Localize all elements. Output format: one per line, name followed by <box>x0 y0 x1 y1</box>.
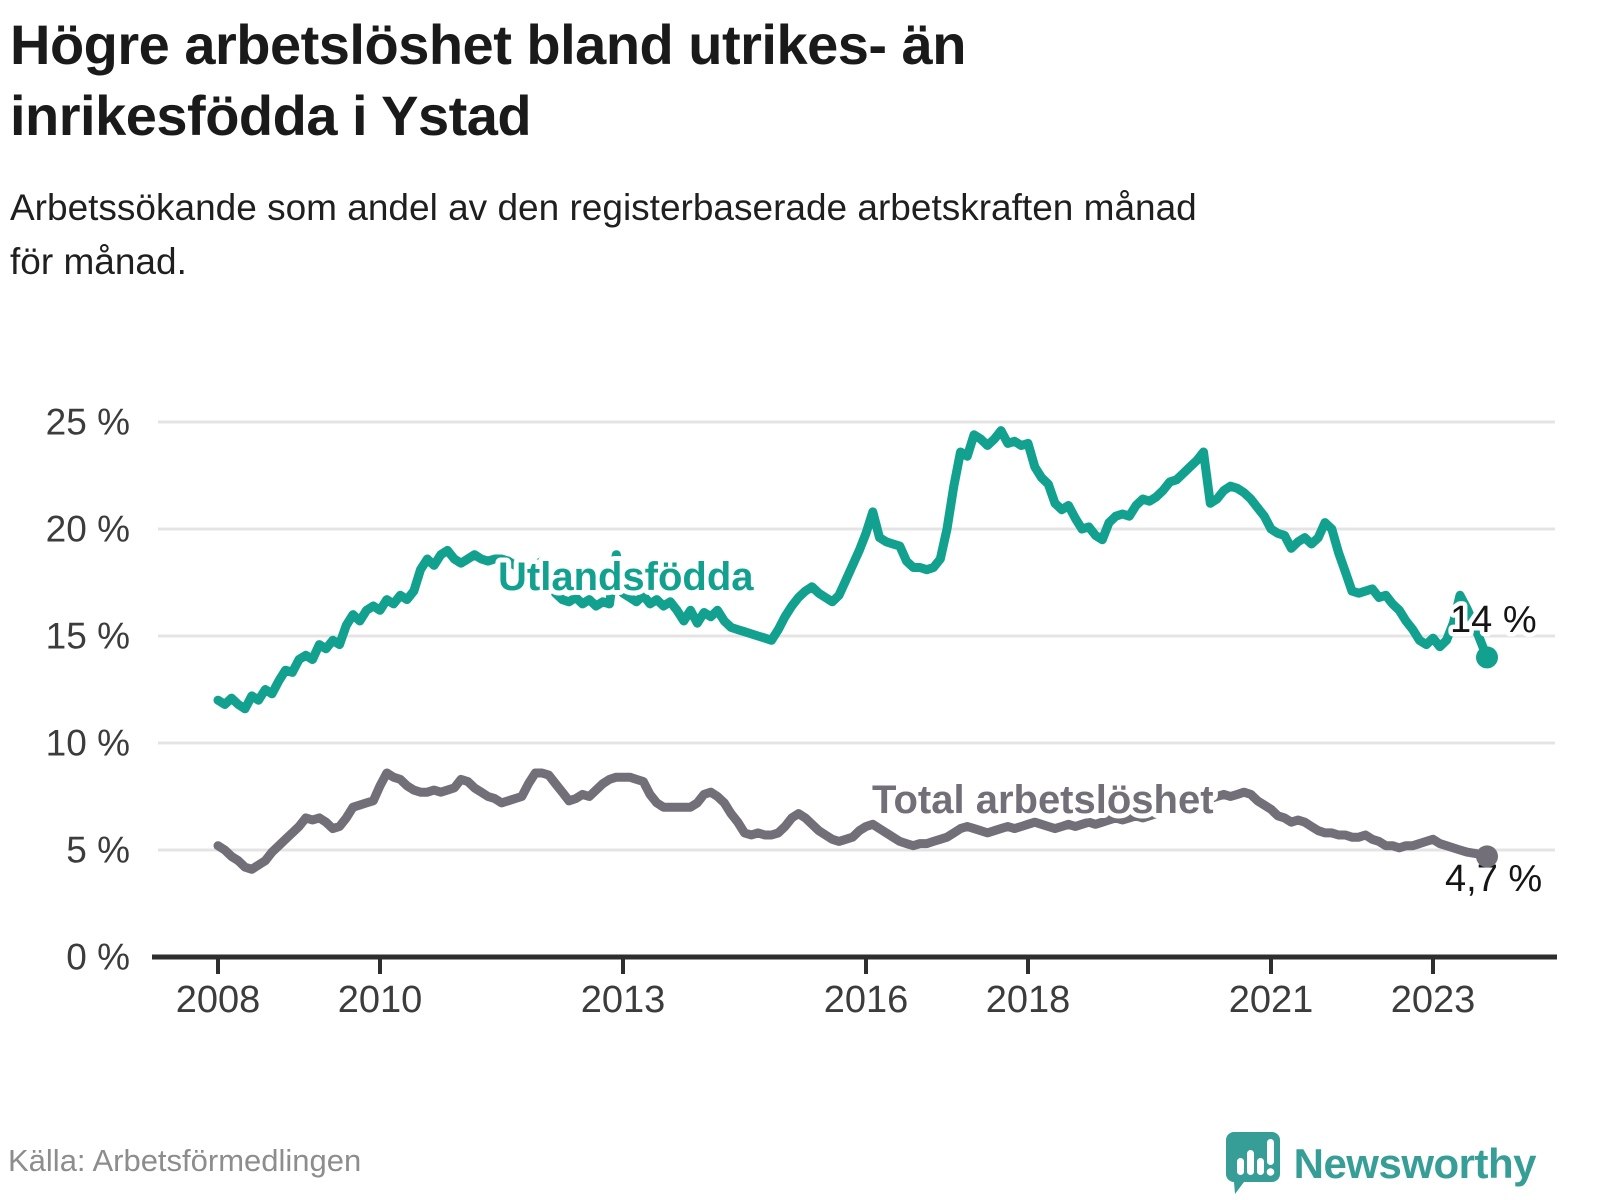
end-dot-utlandsfodda <box>1476 646 1498 669</box>
x-tick-label: 2008 <box>176 979 261 1021</box>
end-label-utlandsfodda: 14 % <box>1450 599 1537 641</box>
newsworthy-logo: Newsworthy <box>1224 1128 1537 1200</box>
chart-subtitle: Arbetssökande som andel av den registerb… <box>10 181 1590 288</box>
y-tick-label: 5 % <box>66 830 130 871</box>
subtitle-line-1: Arbetssökande som andel av den registerb… <box>10 187 1197 229</box>
y-tick-label: 0 % <box>66 937 130 978</box>
page-title: Högre arbetslöshet bland utrikes- än inr… <box>10 10 1590 151</box>
series-label-utlandsfodda: Utlandsfödda <box>498 555 754 599</box>
x-tick-label: 2016 <box>824 979 909 1021</box>
y-tick-label: 15 % <box>46 616 130 657</box>
series-line-total <box>213 768 1492 874</box>
x-tick-label: 2021 <box>1229 979 1314 1021</box>
title-line-1: Högre arbetslöshet bland utrikes- än <box>10 13 966 76</box>
y-tick-label: 20 % <box>46 509 130 550</box>
x-tick-label: 2010 <box>338 979 423 1021</box>
title-line-2: inrikesfödda i Ystad <box>10 83 532 147</box>
x-tick-label: 2018 <box>986 979 1071 1021</box>
series-label-total: Total arbetslöshet <box>872 778 1214 822</box>
newsworthy-wordmark: Newsworthy <box>1293 1140 1537 1187</box>
x-tick-label: 2023 <box>1391 979 1476 1021</box>
series-line-utlandsfodda <box>213 426 1492 714</box>
bar-chart-speech-bubble-icon <box>1225 1132 1280 1194</box>
chart-header: Högre arbetslöshet bland utrikes- än inr… <box>10 10 1590 288</box>
y-tick-label: 25 % <box>46 402 130 443</box>
source-note: Källa: Arbetsförmedlingen <box>8 1143 362 1178</box>
x-tick-label: 2013 <box>581 979 666 1021</box>
subtitle-line-2: för månad. <box>10 240 187 282</box>
end-dot-total <box>1476 845 1498 868</box>
y-tick-label: 10 % <box>46 723 130 764</box>
